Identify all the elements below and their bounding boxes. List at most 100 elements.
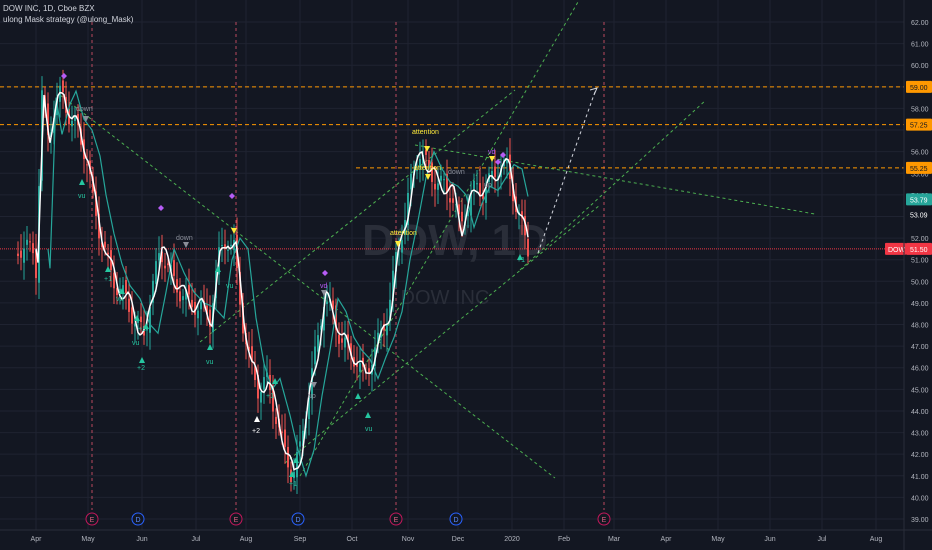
signal-up-icon [355,393,361,399]
signal-up-icon [207,344,213,350]
candle [347,334,349,343]
signal-down-icon [321,290,327,296]
candle [230,244,232,246]
candle [350,343,352,356]
candle [26,239,28,245]
candle [440,175,442,181]
candle [155,261,157,284]
candle [431,162,433,182]
event-marker-label: E [394,517,399,524]
candle [191,299,193,307]
time-tick-label: Apr [661,536,673,543]
price-tick-label: 46.00 [911,366,929,373]
price-tick-label: 45.00 [911,387,929,394]
attention-label: attention [390,230,417,237]
time-tick-label: Jul [818,536,827,543]
candle [134,323,136,327]
candle [416,170,418,172]
candle [476,183,478,185]
price-badge [906,161,932,174]
candle [32,243,34,254]
candle [125,279,127,294]
candle [368,368,370,374]
candle [446,173,448,193]
signal-diamond-icon [322,270,328,276]
time-tick-label: Aug [240,536,253,543]
price-tick-label: 48.00 [911,323,929,330]
trendline-resist [414,144,816,215]
price-badge [906,80,932,93]
candle [479,183,481,196]
signal-up-icon [105,266,111,272]
signal-diamond-icon [495,159,501,165]
candle [389,299,391,321]
candle [302,430,304,446]
candle [20,250,22,258]
signal-up-icon [79,179,85,185]
candle [239,271,241,305]
candle [227,249,229,251]
signal-up-icon [119,288,125,294]
candle [197,310,199,319]
candle [524,215,526,236]
signal-down-label: vd [320,283,328,290]
signal-diamond-icon [158,205,164,211]
time-tick-label: Aug [870,536,883,543]
candle [437,183,439,190]
candle [119,288,121,293]
signal-up-label: vu [226,283,234,290]
candle [383,323,385,331]
event-marker-label: E [602,517,607,524]
candle [29,241,31,243]
candle [407,192,409,226]
candle [434,183,436,190]
candle [491,171,493,179]
event-marker-icon [449,512,463,526]
candle [296,451,298,478]
time-tick-label: May [711,536,725,543]
signal-up-icon [289,471,295,477]
candle [461,211,463,222]
candle [356,362,358,367]
candle [428,160,430,167]
candle [458,204,460,215]
indicator-title[interactable]: ulong Mask strategy (@ulong_Mask) [3,15,134,24]
signal-up-icon [254,416,260,422]
candle [149,307,151,333]
candle [128,298,130,312]
signal-up-icon [517,254,523,260]
candle [335,305,337,330]
symbol-title[interactable]: DOW INC, 1D, Cboe BZX [3,4,95,13]
signal-down-icon [311,382,317,388]
price-tick-label: 52.00 [911,236,929,243]
candle [317,335,319,352]
candle [308,396,310,420]
candle [359,363,361,372]
candle [470,193,472,216]
price-badge-label: 53.79 [910,197,928,204]
time-tick-label: Jul [192,536,201,543]
candle [194,301,196,315]
signal-down-label: up [484,182,492,189]
signal-up-label: +2 [137,365,145,372]
candle [86,164,88,166]
candle [386,324,388,336]
candle [152,280,154,303]
candle [122,285,124,293]
time-tick-label: Nov [402,536,415,543]
event-marker-icon [389,512,403,526]
candle [299,441,301,447]
signal-up-icon [134,315,140,321]
candle [323,306,325,331]
candle [35,250,37,279]
trendline-down-1 [59,94,556,479]
time-tick-label: May [81,536,95,543]
candle [107,252,109,255]
ma-fast-line [35,91,529,471]
candle [17,253,19,256]
price-tick-label: 42.00 [911,452,929,459]
price-badge [906,193,932,206]
event-marker-icon [291,512,305,526]
candle [74,116,76,121]
